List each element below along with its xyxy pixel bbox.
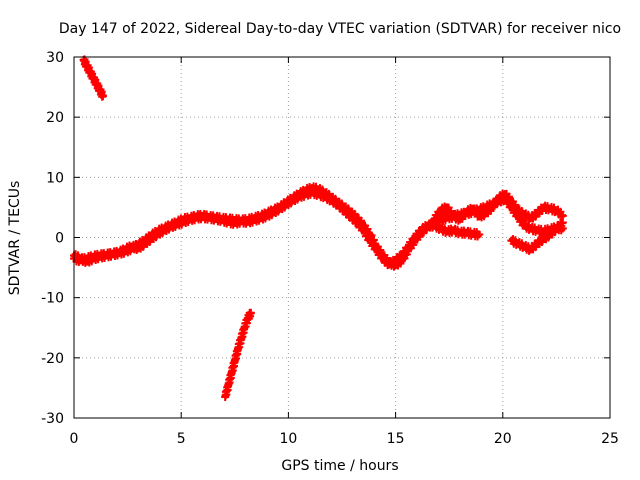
y-tick-label: 20: [46, 110, 64, 126]
series-segment-early-high: [79, 55, 107, 101]
x-axis-label: GPS time / hours: [281, 458, 398, 474]
grid: [74, 57, 610, 418]
x-tick-label: 10: [279, 431, 297, 447]
y-tick-label: -30: [41, 411, 64, 427]
y-tick-label: 30: [46, 50, 64, 66]
series-segment-steep-low: [221, 308, 255, 401]
y-axis-label: SDTVAR / TECUs: [7, 181, 23, 296]
tick-layer: 0 5 10 15 20 25 -30 -20 -10 0 10 20 30: [41, 50, 619, 447]
y-tick-label: 0: [55, 231, 64, 247]
x-tick-label: 25: [601, 431, 619, 447]
x-tick-label: 15: [387, 431, 405, 447]
x-tick-label: 20: [494, 431, 512, 447]
y-tick-label: -10: [41, 291, 64, 307]
chart-title: Day 147 of 2022, Sidereal Day-to-day VTE…: [59, 21, 621, 37]
data-point: [475, 230, 484, 239]
y-tick-label: 10: [46, 170, 64, 186]
data-point: [558, 218, 567, 227]
data-layer: [70, 55, 567, 401]
series-late-dip: [507, 218, 567, 255]
data-point: [98, 92, 107, 101]
x-tick-label: 0: [70, 431, 79, 447]
y-tick-label: -20: [41, 351, 64, 367]
series-late-branch: [430, 189, 567, 225]
data-point: [246, 308, 255, 317]
x-tick-label: 5: [177, 431, 186, 447]
series-main-trace-b: [70, 186, 484, 270]
